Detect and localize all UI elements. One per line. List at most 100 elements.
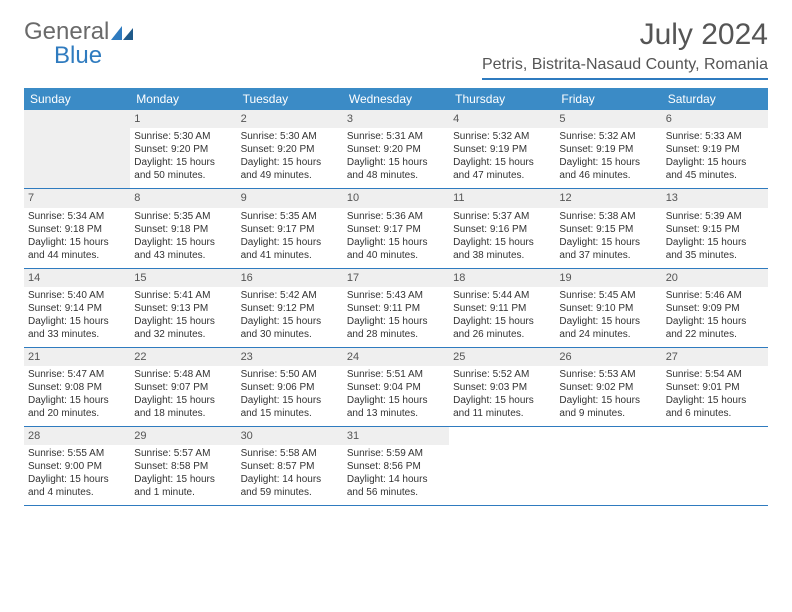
daylight-text: Daylight: 15 hours: [559, 236, 657, 249]
logo-text-blue: Blue: [54, 42, 133, 70]
calendar: SundayMondayTuesdayWednesdayThursdayFrid…: [24, 88, 768, 506]
sunrise-text: Sunrise: 5:48 AM: [134, 368, 232, 381]
calendar-cell: 15Sunrise: 5:41 AMSunset: 9:13 PMDayligh…: [130, 269, 236, 347]
daylight-text-2: and 4 minutes.: [28, 486, 126, 499]
calendar-cell: 6Sunrise: 5:33 AMSunset: 9:19 PMDaylight…: [662, 110, 768, 188]
calendar-cell: 23Sunrise: 5:50 AMSunset: 9:06 PMDayligh…: [237, 348, 343, 426]
daylight-text-2: and 15 minutes.: [241, 407, 339, 420]
sunset-text: Sunset: 9:20 PM: [241, 143, 339, 156]
logo: GeneralBlue: [24, 18, 133, 70]
daylight-text-2: and 46 minutes.: [559, 169, 657, 182]
day-number: 19: [555, 269, 661, 287]
daylight-text-2: and 38 minutes.: [453, 249, 551, 262]
day-header-cell: Tuesday: [237, 88, 343, 110]
calendar-cell: 9Sunrise: 5:35 AMSunset: 9:17 PMDaylight…: [237, 189, 343, 267]
location: Petris, Bistrita-Nasaud County, Romania: [482, 56, 768, 80]
daylight-text: Daylight: 15 hours: [241, 236, 339, 249]
calendar-cell: 13Sunrise: 5:39 AMSunset: 9:15 PMDayligh…: [662, 189, 768, 267]
sunrise-text: Sunrise: 5:35 AM: [134, 210, 232, 223]
calendar-cell: 10Sunrise: 5:36 AMSunset: 9:17 PMDayligh…: [343, 189, 449, 267]
sunrise-text: Sunrise: 5:36 AM: [347, 210, 445, 223]
day-number: 17: [343, 269, 449, 287]
sunrise-text: Sunrise: 5:52 AM: [453, 368, 551, 381]
week-row: 14Sunrise: 5:40 AMSunset: 9:14 PMDayligh…: [24, 269, 768, 348]
day-number: 4: [449, 110, 555, 128]
calendar-cell-blank: [662, 427, 768, 505]
daylight-text-2: and 32 minutes.: [134, 328, 232, 341]
day-number: 3: [343, 110, 449, 128]
sunrise-text: Sunrise: 5:54 AM: [666, 368, 764, 381]
day-number: 2: [237, 110, 343, 128]
daylight-text-2: and 47 minutes.: [453, 169, 551, 182]
calendar-cell: 12Sunrise: 5:38 AMSunset: 9:15 PMDayligh…: [555, 189, 661, 267]
daylight-text: Daylight: 15 hours: [453, 156, 551, 169]
daylight-text-2: and 43 minutes.: [134, 249, 232, 262]
week-row: 7Sunrise: 5:34 AMSunset: 9:18 PMDaylight…: [24, 189, 768, 268]
daylight-text: Daylight: 15 hours: [347, 156, 445, 169]
sunrise-text: Sunrise: 5:43 AM: [347, 289, 445, 302]
calendar-cell: 20Sunrise: 5:46 AMSunset: 9:09 PMDayligh…: [662, 269, 768, 347]
sunset-text: Sunset: 9:02 PM: [559, 381, 657, 394]
day-number: 21: [24, 348, 130, 366]
daylight-text-2: and 48 minutes.: [347, 169, 445, 182]
calendar-cell: 2Sunrise: 5:30 AMSunset: 9:20 PMDaylight…: [237, 110, 343, 188]
sunset-text: Sunset: 9:19 PM: [666, 143, 764, 156]
day-number: 24: [343, 348, 449, 366]
day-number: 11: [449, 189, 555, 207]
header: GeneralBlue July 2024 Petris, Bistrita-N…: [24, 18, 768, 80]
calendar-cell: 25Sunrise: 5:52 AMSunset: 9:03 PMDayligh…: [449, 348, 555, 426]
sunrise-text: Sunrise: 5:51 AM: [347, 368, 445, 381]
sunrise-text: Sunrise: 5:44 AM: [453, 289, 551, 302]
sunset-text: Sunset: 9:03 PM: [453, 381, 551, 394]
daylight-text: Daylight: 15 hours: [134, 315, 232, 328]
day-number: 10: [343, 189, 449, 207]
daylight-text-2: and 26 minutes.: [453, 328, 551, 341]
day-number: 26: [555, 348, 661, 366]
daylight-text: Daylight: 15 hours: [559, 315, 657, 328]
week-row: 21Sunrise: 5:47 AMSunset: 9:08 PMDayligh…: [24, 348, 768, 427]
daylight-text-2: and 13 minutes.: [347, 407, 445, 420]
daylight-text: Daylight: 15 hours: [347, 394, 445, 407]
sunset-text: Sunset: 9:15 PM: [666, 223, 764, 236]
day-header-cell: Sunday: [24, 88, 130, 110]
daylight-text-2: and 30 minutes.: [241, 328, 339, 341]
sunrise-text: Sunrise: 5:35 AM: [241, 210, 339, 223]
sunrise-text: Sunrise: 5:50 AM: [241, 368, 339, 381]
daylight-text: Daylight: 15 hours: [559, 394, 657, 407]
daylight-text: Daylight: 15 hours: [347, 315, 445, 328]
daylight-text: Daylight: 15 hours: [134, 156, 232, 169]
calendar-cell: 27Sunrise: 5:54 AMSunset: 9:01 PMDayligh…: [662, 348, 768, 426]
sunrise-text: Sunrise: 5:55 AM: [28, 447, 126, 460]
sunset-text: Sunset: 9:09 PM: [666, 302, 764, 315]
sunrise-text: Sunrise: 5:46 AM: [666, 289, 764, 302]
daylight-text-2: and 56 minutes.: [347, 486, 445, 499]
daylight-text-2: and 33 minutes.: [28, 328, 126, 341]
daylight-text: Daylight: 15 hours: [134, 394, 232, 407]
calendar-cell: 8Sunrise: 5:35 AMSunset: 9:18 PMDaylight…: [130, 189, 236, 267]
calendar-cell: 22Sunrise: 5:48 AMSunset: 9:07 PMDayligh…: [130, 348, 236, 426]
calendar-cell: 5Sunrise: 5:32 AMSunset: 9:19 PMDaylight…: [555, 110, 661, 188]
sunset-text: Sunset: 9:19 PM: [559, 143, 657, 156]
day-header-cell: Friday: [555, 88, 661, 110]
sunrise-text: Sunrise: 5:30 AM: [134, 130, 232, 143]
daylight-text: Daylight: 15 hours: [241, 315, 339, 328]
sunset-text: Sunset: 9:14 PM: [28, 302, 126, 315]
sunrise-text: Sunrise: 5:53 AM: [559, 368, 657, 381]
daylight-text-2: and 6 minutes.: [666, 407, 764, 420]
daylight-text: Daylight: 15 hours: [453, 236, 551, 249]
calendar-cell: 7Sunrise: 5:34 AMSunset: 9:18 PMDaylight…: [24, 189, 130, 267]
calendar-cell: 11Sunrise: 5:37 AMSunset: 9:16 PMDayligh…: [449, 189, 555, 267]
daylight-text-2: and 35 minutes.: [666, 249, 764, 262]
daylight-text-2: and 37 minutes.: [559, 249, 657, 262]
sunset-text: Sunset: 9:06 PM: [241, 381, 339, 394]
day-number: 20: [662, 269, 768, 287]
daylight-text: Daylight: 15 hours: [666, 156, 764, 169]
sunset-text: Sunset: 9:17 PM: [347, 223, 445, 236]
sunrise-text: Sunrise: 5:37 AM: [453, 210, 551, 223]
sunrise-text: Sunrise: 5:42 AM: [241, 289, 339, 302]
day-header-cell: Monday: [130, 88, 236, 110]
day-number: 22: [130, 348, 236, 366]
week-row: 1Sunrise: 5:30 AMSunset: 9:20 PMDaylight…: [24, 110, 768, 189]
day-number: 31: [343, 427, 449, 445]
sunrise-text: Sunrise: 5:59 AM: [347, 447, 445, 460]
